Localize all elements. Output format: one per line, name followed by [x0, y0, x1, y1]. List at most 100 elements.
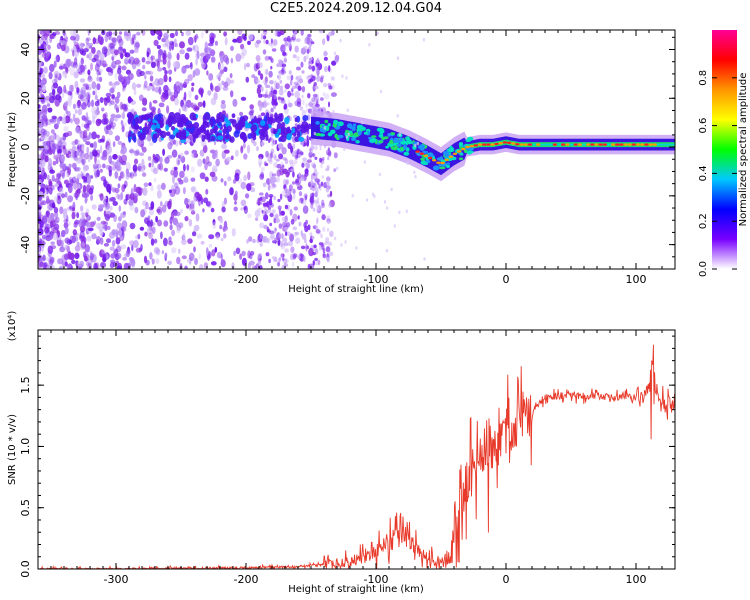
- noise-speck: [80, 57, 85, 65]
- y-axis-label: SNR (10 * v/v): [7, 414, 18, 485]
- signal-speck: [217, 135, 224, 141]
- noise-speck: [130, 187, 134, 197]
- snr-line: [38, 344, 675, 569]
- signal-speck: [222, 128, 227, 135]
- noise-speck: [145, 201, 149, 210]
- noise-speck: [292, 260, 295, 268]
- y-tick-label: -20: [19, 187, 32, 205]
- noise-speck: [333, 152, 338, 159]
- noise-speck: [116, 222, 123, 230]
- ridge-peak: [648, 143, 653, 146]
- noise-speck: [221, 100, 226, 104]
- noise-speck: [133, 240, 139, 248]
- snr-frame: [37, 329, 676, 570]
- noise-speck: [265, 89, 268, 96]
- noise-speck: [51, 202, 56, 209]
- noise-speck: [139, 226, 145, 231]
- noise-speck: [259, 233, 263, 240]
- noise-speck: [141, 211, 145, 217]
- noise-speck: [312, 93, 318, 98]
- noise-speck: [212, 222, 217, 229]
- noise-speck: [99, 228, 104, 237]
- noise-speck: [88, 52, 92, 61]
- noise-speck: [64, 191, 68, 198]
- noise-speck: [128, 149, 135, 154]
- noise-speck: [176, 52, 180, 61]
- noise-speck: [266, 201, 270, 208]
- ridge-peak: [615, 143, 620, 146]
- noise-speck: [311, 65, 315, 72]
- noise-speck: [162, 148, 166, 156]
- signal-speck: [219, 116, 225, 123]
- noise-speck: [325, 186, 330, 193]
- ridge-blob: [363, 131, 368, 135]
- noise-speck: [64, 261, 68, 267]
- noise-speck: [128, 56, 135, 65]
- noise-speck: [131, 244, 134, 252]
- noise-speck: [199, 149, 205, 157]
- signal-speck: [242, 135, 248, 142]
- noise-speck: [151, 85, 155, 92]
- noise-speck: [273, 161, 278, 168]
- noise-speck: [295, 66, 302, 71]
- noise-speck: [53, 60, 57, 68]
- noise-speck: [292, 54, 297, 59]
- noise-speck: [327, 220, 330, 225]
- noise-speck: [77, 99, 81, 107]
- noise-speck: [153, 247, 160, 254]
- noise-speck: [232, 98, 238, 107]
- noise-speck: [48, 178, 52, 186]
- noise-speck: [84, 198, 88, 204]
- noise-speck: [268, 138, 271, 143]
- noise-speck: [41, 52, 47, 59]
- noise-speck: [118, 31, 123, 35]
- noise-speck: [75, 177, 80, 185]
- signal-speck: [291, 127, 296, 134]
- noise-speck: [262, 236, 267, 243]
- noise-speck: [191, 152, 197, 159]
- signal-speck: [203, 133, 211, 140]
- noise-speck: [218, 76, 221, 82]
- noise-speck: [321, 156, 325, 161]
- noise-speck: [218, 62, 221, 70]
- noise-speck: [117, 183, 121, 189]
- noise-speck: [54, 178, 60, 183]
- noise-speck: [173, 210, 178, 217]
- noise-speck: [119, 171, 125, 179]
- noise-speck: [223, 197, 228, 205]
- noise-speck: [315, 187, 319, 194]
- noise-speck: [257, 253, 261, 260]
- noise-speck: [156, 60, 160, 69]
- noise-speck: [329, 230, 334, 237]
- noise-speck: [256, 79, 261, 84]
- noise-speck: [268, 70, 273, 78]
- noise-speck: [275, 218, 281, 224]
- noise-speck: [291, 151, 297, 158]
- noise-speck: [319, 77, 324, 83]
- noise-speck: [81, 123, 85, 128]
- noise-speck: [182, 232, 186, 241]
- noise-speck: [81, 115, 87, 121]
- signal-speck: [210, 135, 216, 142]
- noise-speck: [59, 265, 64, 269]
- noise-speck: [56, 216, 60, 222]
- noise-speck: [91, 99, 94, 108]
- noise-speck: [63, 179, 69, 185]
- noise-speck: [129, 147, 134, 156]
- noise-speck: [300, 61, 304, 68]
- noise-speck: [60, 230, 66, 238]
- noise-speck: [321, 199, 325, 206]
- ridge-blob: [334, 133, 338, 139]
- noise-speck: [316, 57, 320, 64]
- noise-speck: [102, 113, 107, 120]
- noise-speck: [286, 189, 291, 197]
- noise-speck: [221, 206, 226, 213]
- noise-speck: [110, 113, 116, 119]
- x-tick-label: -300: [104, 573, 129, 586]
- noise-speck: [149, 252, 153, 260]
- noise-speck: [314, 260, 320, 266]
- noise-speck: [270, 107, 274, 113]
- noise-speck: [109, 64, 115, 71]
- noise-speck: [190, 200, 195, 207]
- noise-speck: [184, 52, 190, 60]
